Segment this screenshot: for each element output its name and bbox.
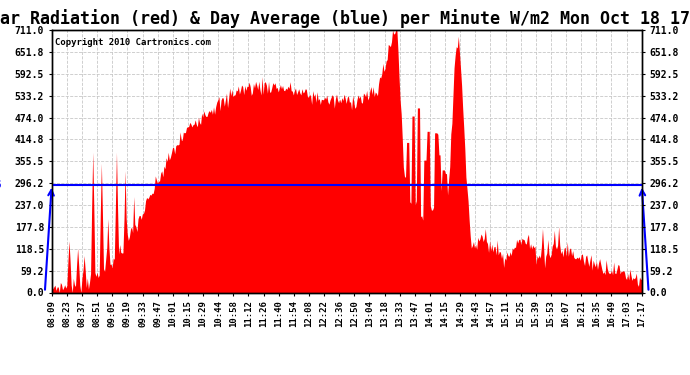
Text: 291.66: 291.66 <box>0 180 1 190</box>
Text: Copyright 2010 Cartronics.com: Copyright 2010 Cartronics.com <box>55 38 210 47</box>
Text: Solar Radiation (red) & Day Average (blue) per Minute W/m2 Mon Oct 18 17:30: Solar Radiation (red) & Day Average (blu… <box>0 9 690 28</box>
